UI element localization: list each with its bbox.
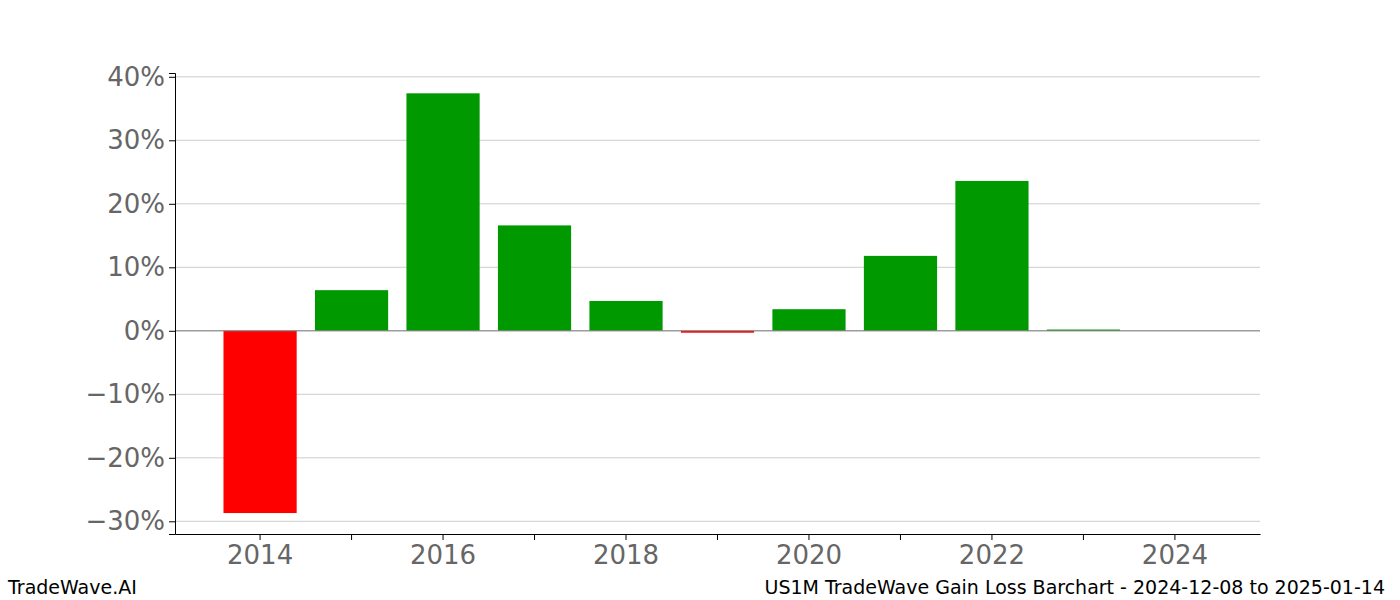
x-tick-label: 2016 [410,540,476,570]
x-tick-label: 2014 [227,540,293,570]
x-tick-mark [626,534,627,540]
x-tick: 2020 [776,534,842,570]
y-tick: 40% [107,62,175,92]
x-tick: 2014 [227,534,293,570]
y-tick-label: −30% [85,506,165,536]
x-tick-label: 2024 [1142,540,1208,570]
x-tick [1083,534,1084,540]
chart-title: US1M TradeWave Gain Loss Barchart - 2024… [764,576,1385,598]
grid-line [175,394,1260,395]
y-tick-label: 0% [124,316,165,346]
y-tick-label: 30% [107,125,165,155]
y-tick-mark [169,331,175,332]
x-tick: 2022 [959,534,1025,570]
x-tick-mark [260,534,261,540]
grid-line [175,457,1260,458]
x-tick: 2016 [410,534,476,570]
x-tick-mark [808,534,809,540]
y-tick-label: −20% [85,443,165,473]
x-tick-mark [1174,534,1175,540]
x-tick [717,534,718,540]
y-tick: 10% [107,252,175,282]
bar [589,301,662,331]
x-axis: 2014 2016 2018 2020 2022 2024 [176,534,1261,570]
grid-line [175,330,1260,331]
bar [864,256,937,331]
x-tick: 2018 [593,534,659,570]
y-tick-mark [169,267,175,268]
x-tick-mark [534,534,535,540]
x-tick-mark [351,534,352,540]
x-tick: 2024 [1142,534,1208,570]
y-tick: −30% [85,506,175,536]
y-tick-mark [169,140,175,141]
y-tick-mark [169,204,175,205]
x-tick-label: 2018 [593,540,659,570]
y-axis-line [169,74,176,535]
bar [406,93,479,330]
y-tick-mark [169,458,175,459]
grid-line [175,140,1260,141]
y-tick-label: −10% [85,379,165,409]
y-tick: −10% [85,379,175,409]
y-tick: 20% [107,189,175,219]
y-tick-mark [169,77,175,78]
y-tick: 0% [124,316,175,346]
zero-line [175,330,1260,331]
grid-line [175,267,1260,268]
x-tick [534,534,535,540]
x-tick [900,534,901,540]
footer-left: TradeWave.AI [7,576,137,598]
x-tick-label: 2020 [776,540,842,570]
y-tick-label: 40% [107,62,165,92]
x-tick [351,534,352,540]
y-tick: −20% [85,443,175,473]
bar [955,181,1028,331]
y-tick-label: 20% [107,189,165,219]
x-tick-mark [717,534,718,540]
x-tick-mark [991,534,992,540]
grid-line [175,76,1260,77]
x-tick-mark [900,534,901,540]
x-tick-mark [1083,534,1084,540]
x-tick-label: 2022 [959,540,1025,570]
grid-line [175,203,1260,204]
bar [498,225,571,330]
y-tick-label: 10% [107,252,165,282]
y-tick-mark [169,521,175,522]
bars [223,93,1120,513]
bar [315,290,388,331]
x-tick-mark [443,534,444,540]
y-tick: 30% [107,125,175,155]
chart-container: −30%−20%−10%0%10%20%30%40%20142016201820… [0,0,1400,600]
bar [223,331,296,513]
grid-line [175,521,1260,522]
bar [772,309,845,331]
grid [175,77,1260,521]
chart-svg: −30%−20%−10%0%10%20%30%40%20142016201820… [0,0,1400,600]
y-axis: −30% −20% −10% 0% 10% 20% 30% 40% [85,62,175,536]
y-tick-mark [169,394,175,395]
